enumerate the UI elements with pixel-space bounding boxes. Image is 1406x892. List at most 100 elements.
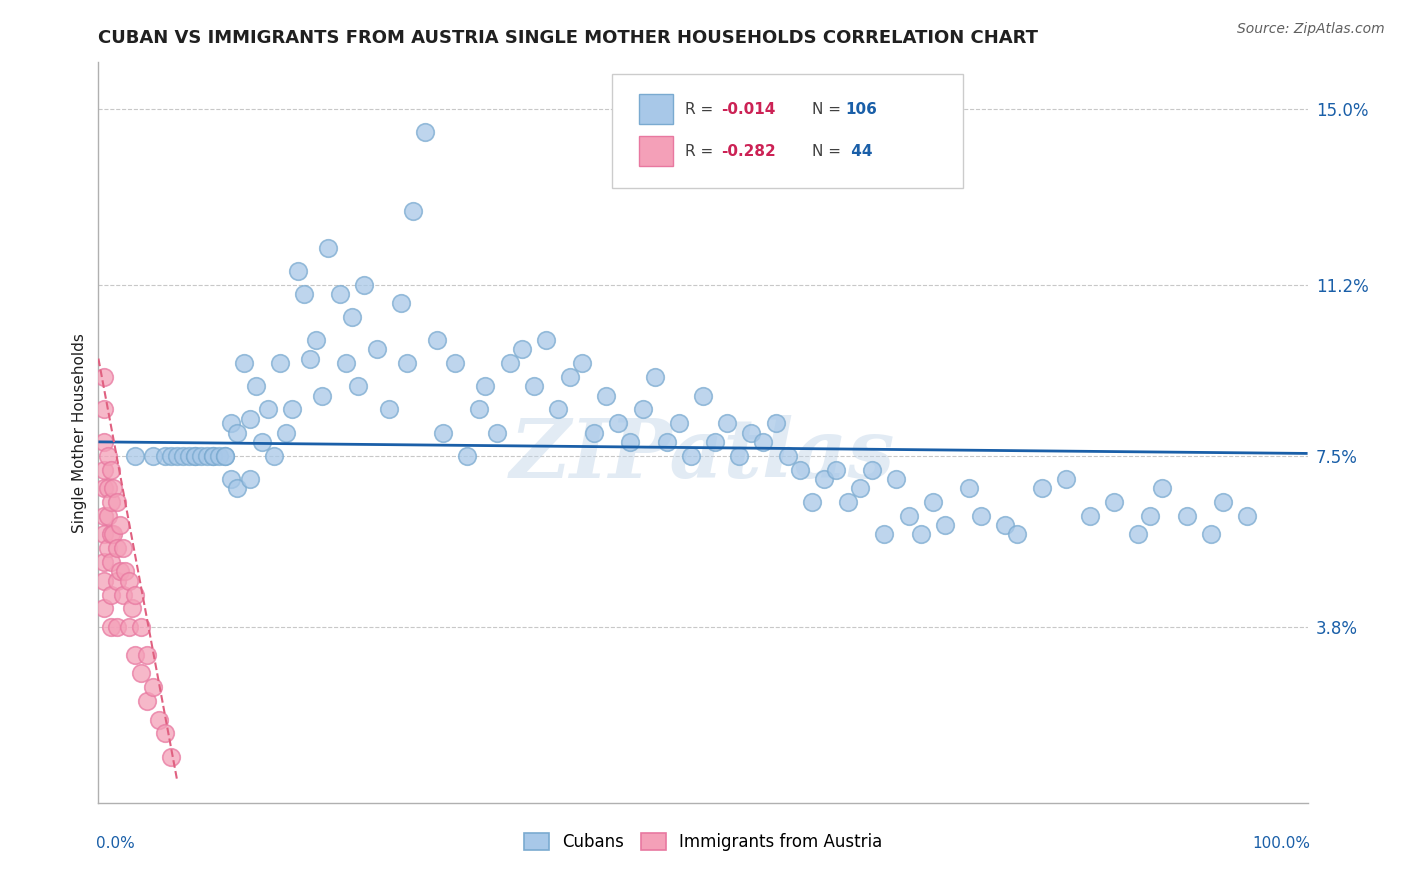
Point: [111, 588, 134, 602]
Point: [184, 449, 207, 463]
Point: [444, 356, 467, 370]
Point: [413, 125, 436, 139]
Text: R =: R =: [685, 102, 718, 117]
Point: [1152, 481, 1174, 495]
Point: [347, 379, 370, 393]
Point: [1212, 495, 1234, 509]
Point: [160, 449, 183, 463]
Point: [142, 680, 165, 694]
Point: [221, 417, 243, 431]
Text: Source: ZipAtlas.com: Source: ZipAtlas.com: [1237, 22, 1385, 37]
Point: [668, 417, 690, 431]
Point: [101, 527, 124, 541]
Point: [97, 449, 120, 463]
Point: [776, 449, 799, 463]
Point: [108, 518, 131, 533]
Point: [93, 434, 115, 449]
Point: [510, 343, 533, 357]
Point: [93, 555, 115, 569]
Point: [486, 425, 509, 440]
Point: [583, 425, 606, 440]
Point: [395, 356, 418, 370]
Point: [468, 402, 491, 417]
Point: [534, 333, 557, 347]
Point: [97, 541, 120, 556]
Point: [402, 203, 425, 218]
Point: [129, 620, 152, 634]
Point: [1175, 508, 1198, 523]
Point: [789, 462, 811, 476]
Bar: [638, 95, 673, 124]
Text: 44: 44: [845, 144, 872, 159]
Point: [263, 449, 285, 463]
Text: ZIPatlas: ZIPatlas: [510, 415, 896, 495]
Point: [93, 527, 115, 541]
Point: [190, 449, 212, 463]
Point: [571, 356, 593, 370]
Point: [655, 434, 678, 449]
Point: [1031, 481, 1053, 495]
Point: [970, 508, 993, 523]
Point: [124, 449, 146, 463]
Point: [111, 541, 134, 556]
Point: [108, 565, 131, 579]
Point: [825, 462, 848, 476]
Point: [97, 481, 120, 495]
Point: [121, 601, 143, 615]
Point: [342, 310, 364, 324]
Point: [153, 726, 176, 740]
Point: [100, 462, 122, 476]
Point: [849, 481, 872, 495]
Point: [432, 425, 454, 440]
Point: [93, 574, 115, 588]
Point: [740, 425, 762, 440]
Point: [765, 417, 787, 431]
Point: [160, 749, 183, 764]
Point: [281, 402, 304, 417]
Point: [426, 333, 449, 347]
Point: [886, 472, 908, 486]
Point: [118, 574, 141, 588]
Text: 0.0%: 0.0%: [96, 836, 135, 851]
Point: [214, 449, 236, 463]
Point: [619, 434, 641, 449]
Point: [474, 379, 496, 393]
Point: [305, 333, 328, 347]
Point: [837, 495, 859, 509]
Point: [93, 481, 115, 495]
Text: N =: N =: [811, 102, 845, 117]
Point: [456, 449, 478, 463]
Point: [239, 472, 262, 486]
Point: [1199, 527, 1222, 541]
Legend: Cubans, Immigrants from Austria: Cubans, Immigrants from Austria: [517, 826, 889, 857]
Point: [704, 434, 727, 449]
Point: [105, 541, 128, 556]
Point: [97, 508, 120, 523]
Text: R =: R =: [685, 144, 718, 159]
Point: [118, 620, 141, 634]
Point: [994, 518, 1017, 533]
Point: [226, 481, 249, 495]
Point: [692, 389, 714, 403]
Point: [184, 449, 207, 463]
Point: [800, 495, 823, 509]
Point: [910, 527, 932, 541]
Point: [100, 555, 122, 569]
Point: [1139, 508, 1161, 523]
Text: CUBAN VS IMMIGRANTS FROM AUSTRIA SINGLE MOTHER HOUSEHOLDS CORRELATION CHART: CUBAN VS IMMIGRANTS FROM AUSTRIA SINGLE …: [98, 29, 1039, 47]
Bar: [638, 136, 673, 166]
Point: [860, 462, 883, 476]
Point: [93, 462, 115, 476]
Point: [93, 601, 115, 615]
Point: [274, 425, 297, 440]
Y-axis label: Single Mother Households: Single Mother Households: [72, 333, 87, 533]
Point: [93, 402, 115, 417]
Point: [101, 481, 124, 495]
Point: [547, 402, 569, 417]
Point: [631, 402, 654, 417]
Point: [100, 527, 122, 541]
Point: [813, 472, 835, 486]
Text: -0.282: -0.282: [721, 144, 776, 159]
Point: [287, 263, 309, 277]
Point: [105, 495, 128, 509]
